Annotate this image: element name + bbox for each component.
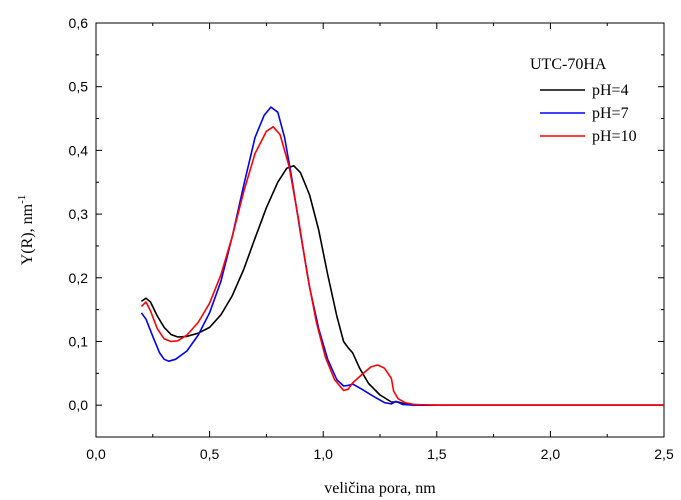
legend-label: pH=10 <box>592 128 637 145</box>
series-line-ph-7 <box>140 106 664 406</box>
legend-title: UTC-70HA <box>530 56 607 73</box>
x-tick-label: 1,5 <box>427 446 447 462</box>
y-tick-label: 0,4 <box>69 142 89 158</box>
x-tick-label: 2,0 <box>541 446 561 462</box>
x-tick-label: 0,0 <box>86 446 106 462</box>
legend: UTC-70HA pH=4 pH=7 pH=10 <box>530 56 637 145</box>
y-tick-label: 0,1 <box>69 333 89 349</box>
y-tick-label: 0,3 <box>69 206 89 222</box>
y-axis-title-superscript: -1 <box>16 195 28 204</box>
legend-label: pH=4 <box>592 82 629 99</box>
ticks: 0,0 0,5 1,0 1,5 2,0 2,5 0,0 0,1 0,2 0,3 0,4 0,5 0,6 <box>69 15 674 462</box>
series-line-ph-4 <box>140 164 664 406</box>
x-axis-title: veličina pora, nm <box>324 480 436 497</box>
series-lines <box>140 106 664 406</box>
series-line-ph-10 <box>140 126 664 406</box>
plot-frame <box>95 22 665 438</box>
y-axis-title: Y(R), nm-1 <box>16 195 36 266</box>
x-tick-label: 0,5 <box>200 446 220 462</box>
x-tick-label: 2,5 <box>654 446 674 462</box>
y-tick-label: 0,6 <box>69 15 89 31</box>
legend-label: pH=7 <box>592 105 629 122</box>
y-axis-title-main: Y(R), nm <box>19 203 36 265</box>
y-tick-label: 0,5 <box>69 79 89 95</box>
y-tick-label: 0,2 <box>69 270 89 286</box>
x-tick-label: 1,0 <box>313 446 333 462</box>
y-tick-label: 0,0 <box>69 397 89 413</box>
